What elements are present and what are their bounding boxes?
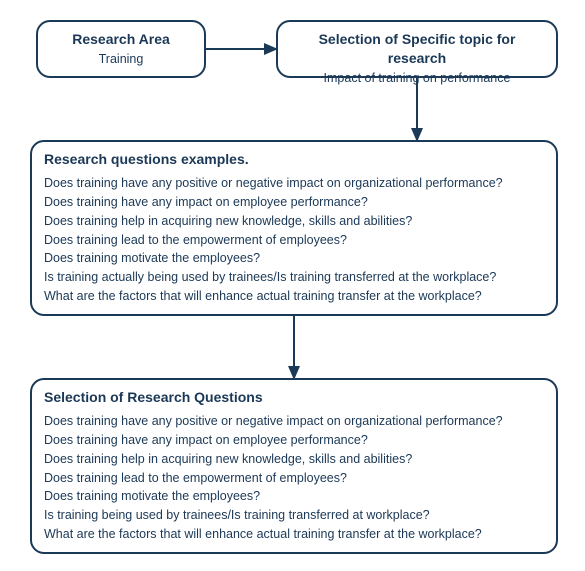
flowchart-edges [0,0,585,571]
flowchart-canvas: Research Area Training Selection of Spec… [0,0,585,571]
